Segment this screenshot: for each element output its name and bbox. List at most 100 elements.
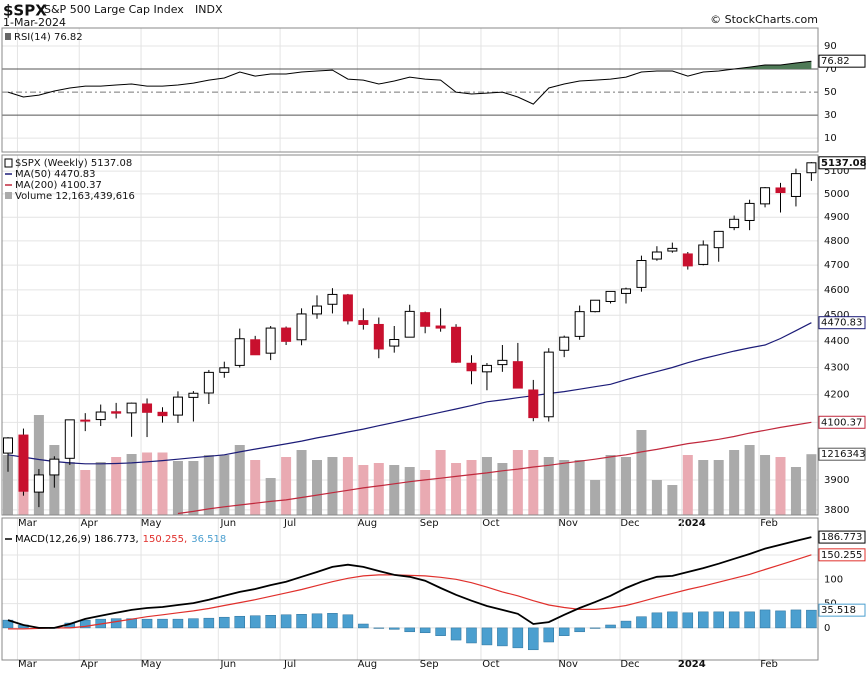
volume-bar (358, 465, 369, 515)
candle-body (481, 364, 492, 373)
histogram-bar (728, 611, 740, 629)
histogram-bar (219, 616, 230, 629)
candle-body (621, 288, 631, 294)
volume-bar (265, 478, 276, 515)
axis-tag-box (818, 156, 866, 170)
volume-bar (172, 461, 183, 515)
volume-bar (590, 480, 601, 515)
candle-body (358, 320, 369, 325)
histogram-bar (311, 613, 323, 629)
exchange: INDX (195, 3, 223, 16)
volume-bar (667, 485, 678, 515)
candle-body (33, 474, 44, 493)
y-tick-label: 4700 (824, 260, 849, 271)
axis-tag: 150.255 (821, 550, 862, 561)
y-tick-label: 100 (824, 574, 843, 585)
y-tick-label: 4900 (824, 212, 849, 223)
y-tick-label: 3800 (824, 505, 849, 516)
volume-bar (451, 463, 462, 515)
axis-tag-box (818, 603, 866, 617)
x-tick-label: May (141, 659, 162, 670)
candle-body (265, 327, 276, 354)
legend-icon (4, 158, 13, 168)
histogram-bar (188, 618, 199, 629)
y-tick-label: 70 (824, 64, 837, 75)
x-tick-label: Apr (81, 659, 99, 670)
volume-bar (497, 463, 508, 515)
signal-line (8, 554, 812, 630)
symbol: $SPX (3, 2, 47, 20)
x-tick-label: Sep (420, 518, 439, 529)
histogram-bar (203, 617, 215, 629)
y-tick-label: 0 (824, 623, 830, 634)
volume-bar (312, 460, 322, 515)
volume-bar (775, 457, 786, 515)
moving-average (7, 322, 812, 465)
candle-body (172, 396, 183, 416)
candle-body (327, 293, 338, 305)
volume-bar (95, 462, 106, 515)
histogram-bar (419, 627, 431, 634)
volume-bar (528, 450, 539, 515)
candle-body (250, 339, 261, 356)
date: 1-Mar-2024 (3, 16, 66, 29)
x-tick-label: Mar (18, 518, 38, 529)
volume-bar (327, 457, 338, 515)
x-tick-label: Aug (358, 518, 378, 529)
volume-bar (605, 455, 616, 515)
histogram-bar (497, 627, 508, 647)
candle-body (760, 187, 771, 205)
histogram-bar (698, 611, 709, 629)
candle-body (636, 260, 647, 288)
histogram-bar (450, 627, 462, 641)
candle-body (512, 361, 523, 389)
candle-body (729, 218, 740, 229)
histogram-bar (280, 614, 292, 629)
volume-bar (219, 455, 230, 515)
histogram-bar (481, 627, 493, 646)
legend: MA(50) 4470.83 (15, 169, 96, 180)
histogram-bar (157, 618, 168, 629)
overbought-fill (8, 61, 812, 70)
y-tick-label: 4400 (824, 336, 849, 347)
histogram-bar (265, 615, 276, 629)
y-tick-label: 4200 (824, 390, 849, 401)
rsi-line (7, 60, 812, 105)
candle-body (420, 312, 431, 327)
legend: MA(200) 4100.37 (15, 180, 102, 191)
histogram-bar (790, 609, 802, 629)
histogram-bar (682, 612, 694, 629)
candle-body (435, 325, 446, 329)
volume-bar (203, 455, 214, 515)
volume-bar (729, 450, 740, 515)
volume-bar (281, 457, 292, 515)
axis-tag-box (818, 447, 866, 461)
histogram-bar (172, 618, 184, 629)
volume-bar (512, 450, 523, 515)
axis-tag-box (818, 54, 866, 68)
y-tick-label: 5000 (824, 189, 849, 200)
volume-bar (64, 462, 75, 515)
volume-bar (3, 455, 13, 515)
volume-bar (111, 457, 122, 515)
histogram-bar (512, 627, 524, 649)
histogram-bar (342, 614, 354, 629)
histogram-bar (234, 615, 245, 629)
x-tick-label: 2024 (678, 518, 706, 529)
moving-average (177, 421, 812, 515)
histogram-bar (651, 612, 663, 629)
histogram-bar (141, 618, 153, 629)
candle-body (775, 187, 786, 194)
y-tick-label: 5100 (824, 166, 849, 177)
volume-bar (481, 457, 492, 515)
candle-body (80, 419, 91, 422)
panel-frame (1, 517, 819, 661)
histogram-bar (605, 624, 616, 629)
histogram-bar (435, 627, 446, 636)
candle-body (651, 251, 662, 260)
volume-bar (142, 452, 153, 515)
histogram-bar (404, 627, 415, 633)
axis-tag: 4100.37 (821, 417, 862, 428)
candle-body (713, 230, 724, 249)
